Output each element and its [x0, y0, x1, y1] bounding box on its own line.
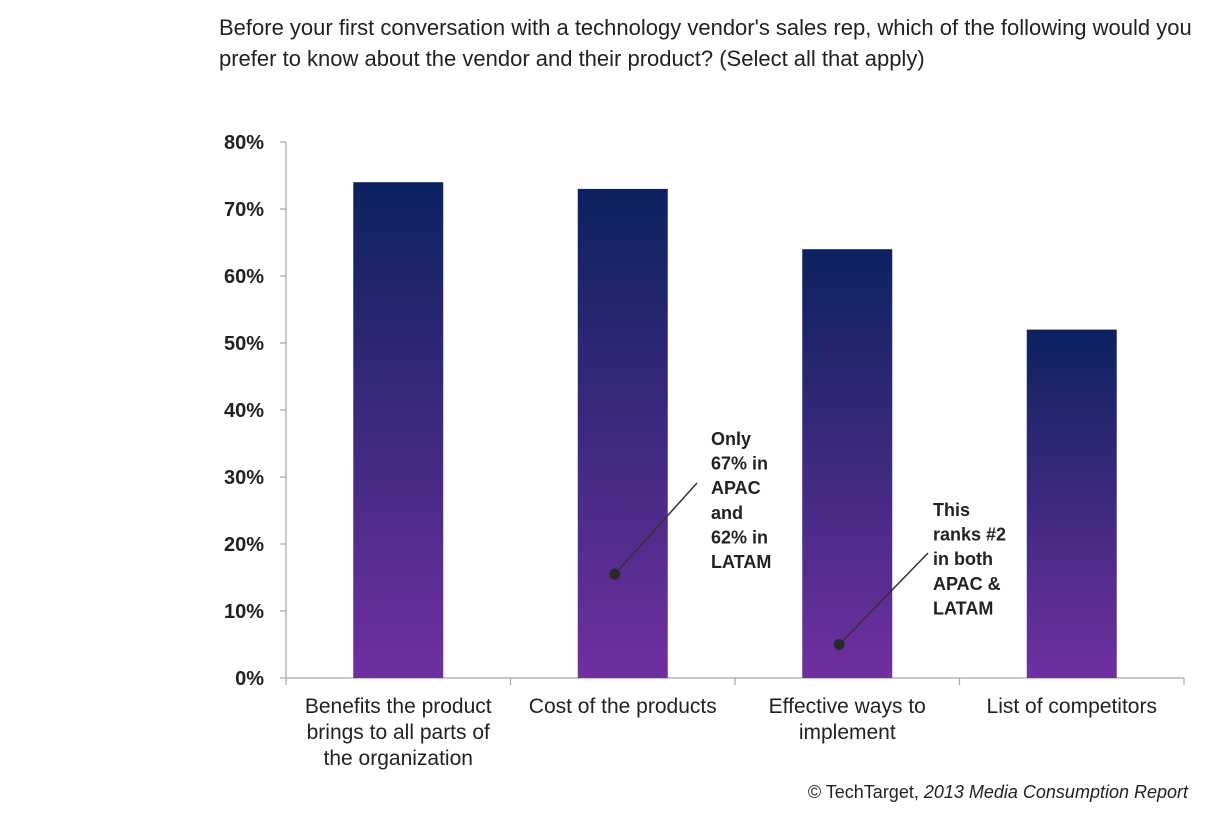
annotation-text: Only [711, 429, 751, 449]
footer-source: 2013 Media Consumption Report [923, 782, 1188, 802]
y-tick-label: 70% [224, 199, 264, 221]
copyright-footer: © TechTarget, 2013 Media Consumption Rep… [808, 782, 1188, 803]
y-tick-label: 40% [224, 400, 264, 422]
annotation-text: in both [933, 549, 993, 569]
annotation-text: APAC & [933, 574, 1001, 594]
annotation-text: APAC [711, 478, 761, 498]
annotation-point [609, 568, 621, 580]
y-tick-label: 30% [224, 467, 264, 489]
y-tick-labels: 0% 10% 20% 30% 40% 50% 60% 70% 80% [224, 132, 264, 690]
annotation-leader-line [838, 552, 929, 646]
x-tick-label: Effective ways to [769, 695, 926, 718]
x-tick-label: implement [799, 721, 896, 744]
x-tick-label: the organization [324, 747, 473, 770]
y-tick-label: 80% [224, 132, 264, 154]
annotation-text: and [711, 503, 743, 523]
annotations: Only 67% in APAC and 62% in LATAM This ranks #2… [609, 429, 1006, 650]
annotation-leader-line [614, 482, 698, 575]
x-tick-label: Cost of the products [529, 695, 717, 718]
x-tick-label: brings to all parts of [307, 721, 490, 744]
x-tick-labels: Benefits the product brings to all parts … [305, 695, 1157, 770]
annotation-text: 67% in [711, 454, 768, 474]
y-tick-label: 20% [224, 534, 264, 556]
bar [1026, 329, 1117, 678]
bars [353, 182, 1117, 678]
y-tick-label: 60% [224, 266, 264, 288]
bar [353, 182, 444, 678]
x-tick-label: List of competitors [987, 695, 1157, 718]
footer-prefix: © TechTarget, [807, 782, 924, 802]
annotation-text: 62% in [711, 527, 768, 547]
annotation-text: This [933, 500, 970, 520]
annotation-point [833, 639, 845, 650]
annotation-text: LATAM [933, 598, 993, 618]
y-tick-label: 0% [235, 668, 264, 690]
x-tick-label: Benefits the product [305, 695, 492, 718]
y-tick-label: 50% [224, 333, 264, 355]
annotation-text: LATAM [711, 552, 771, 572]
y-tick-label: 10% [224, 601, 264, 623]
bar [577, 188, 668, 678]
bar [802, 249, 893, 678]
annotation-text: ranks #2 [933, 525, 1006, 545]
chart-title: Before your first conversation with a te… [219, 15, 1192, 71]
